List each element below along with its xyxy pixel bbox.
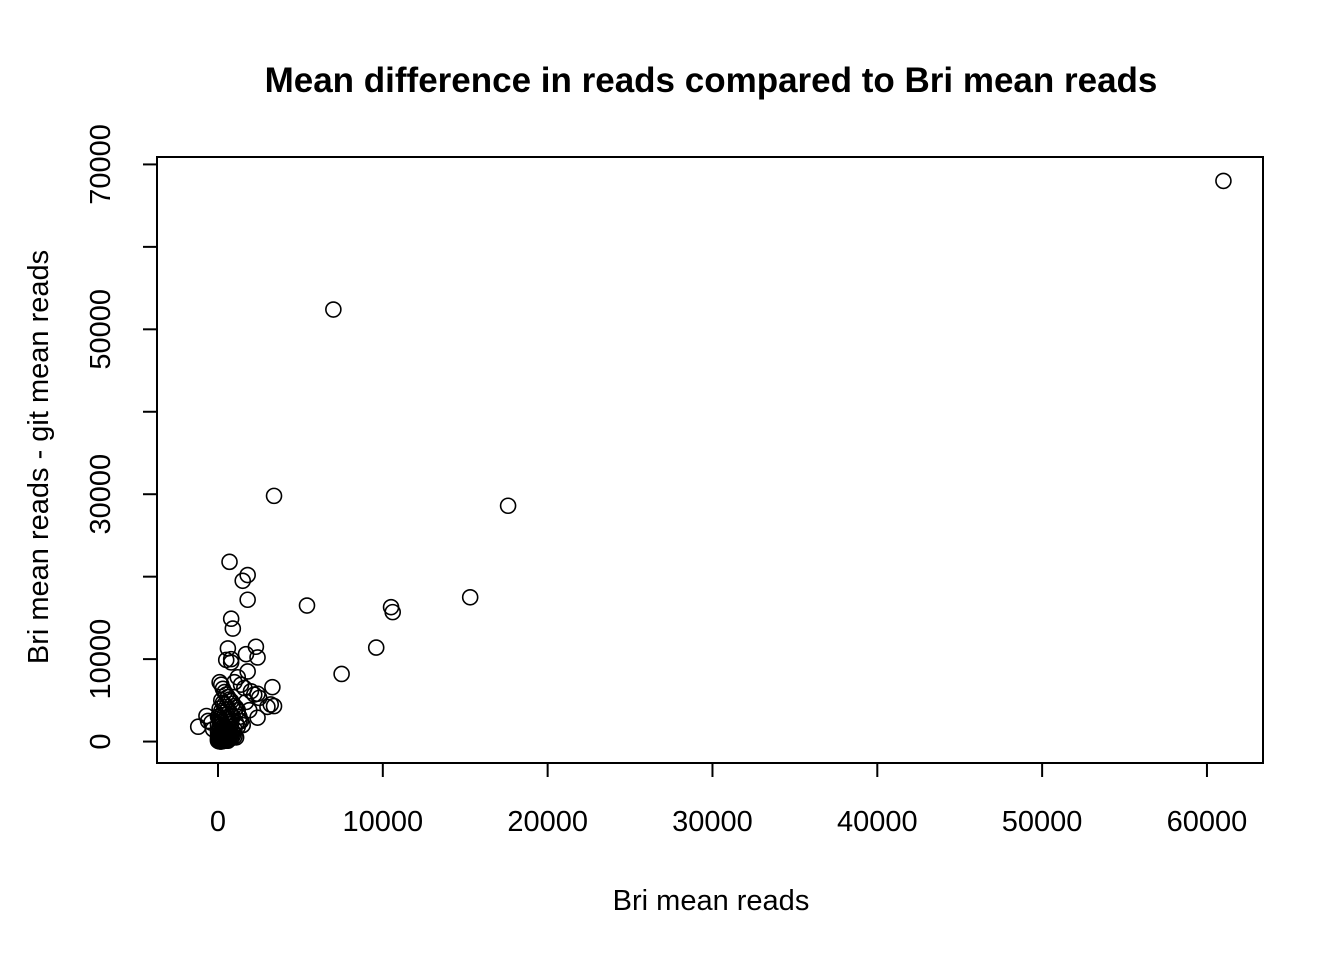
- data-point: [247, 638, 265, 656]
- y-tick-label: 70000: [85, 124, 117, 205]
- data-point: [367, 639, 385, 656]
- y-axis-label: Bri mean reads - git mean reads: [23, 250, 55, 664]
- data-point: [234, 572, 252, 590]
- data-point: [222, 610, 240, 628]
- data-point: [237, 645, 255, 663]
- x-tick-label: 20000: [507, 806, 588, 838]
- data-points: [189, 172, 1232, 750]
- data-point: [1215, 172, 1232, 190]
- x-tick-label: 60000: [1167, 806, 1248, 838]
- y-axis: 0 10000 30000 50000 70000: [85, 124, 158, 750]
- y-tick-label: 10000: [85, 619, 117, 700]
- y-tick-label: 0: [85, 733, 117, 749]
- chart-title: Mean difference in reads compared to Bri…: [265, 61, 1158, 100]
- data-point: [259, 698, 276, 716]
- data-point: [265, 487, 283, 505]
- data-point: [229, 718, 247, 736]
- x-tick-label: 50000: [1002, 806, 1083, 838]
- data-point: [224, 723, 242, 740]
- data-point: [239, 591, 256, 609]
- x-axis-label: Bri mean reads: [613, 885, 810, 917]
- x-axis: 0 10000 20000 30000 40000 50000 60000: [210, 762, 1248, 838]
- data-point: [221, 553, 238, 571]
- data-point: [212, 733, 230, 750]
- data-point: [384, 603, 402, 621]
- data-point: [224, 620, 242, 637]
- data-point: [249, 709, 266, 726]
- y-tick-label: 50000: [85, 289, 117, 370]
- data-point: [461, 588, 479, 606]
- data-point: [239, 663, 256, 680]
- data-point: [239, 566, 256, 584]
- data-point: [249, 649, 266, 666]
- data-point: [222, 725, 240, 742]
- x-tick-label: 30000: [672, 806, 753, 838]
- plot-frame: [156, 156, 1264, 764]
- data-point: [264, 678, 281, 696]
- x-tick-label: 0: [210, 806, 226, 838]
- y-tick-label: 30000: [85, 454, 117, 535]
- data-point: [333, 665, 350, 683]
- x-tick-label: 10000: [342, 806, 423, 838]
- data-point: [298, 597, 316, 614]
- data-point: [226, 720, 243, 738]
- data-point: [222, 654, 240, 671]
- data-point: [499, 497, 517, 515]
- data-point: [325, 301, 342, 318]
- data-point: [219, 640, 237, 657]
- x-tick-label: 40000: [837, 806, 918, 838]
- data-point: [265, 697, 283, 715]
